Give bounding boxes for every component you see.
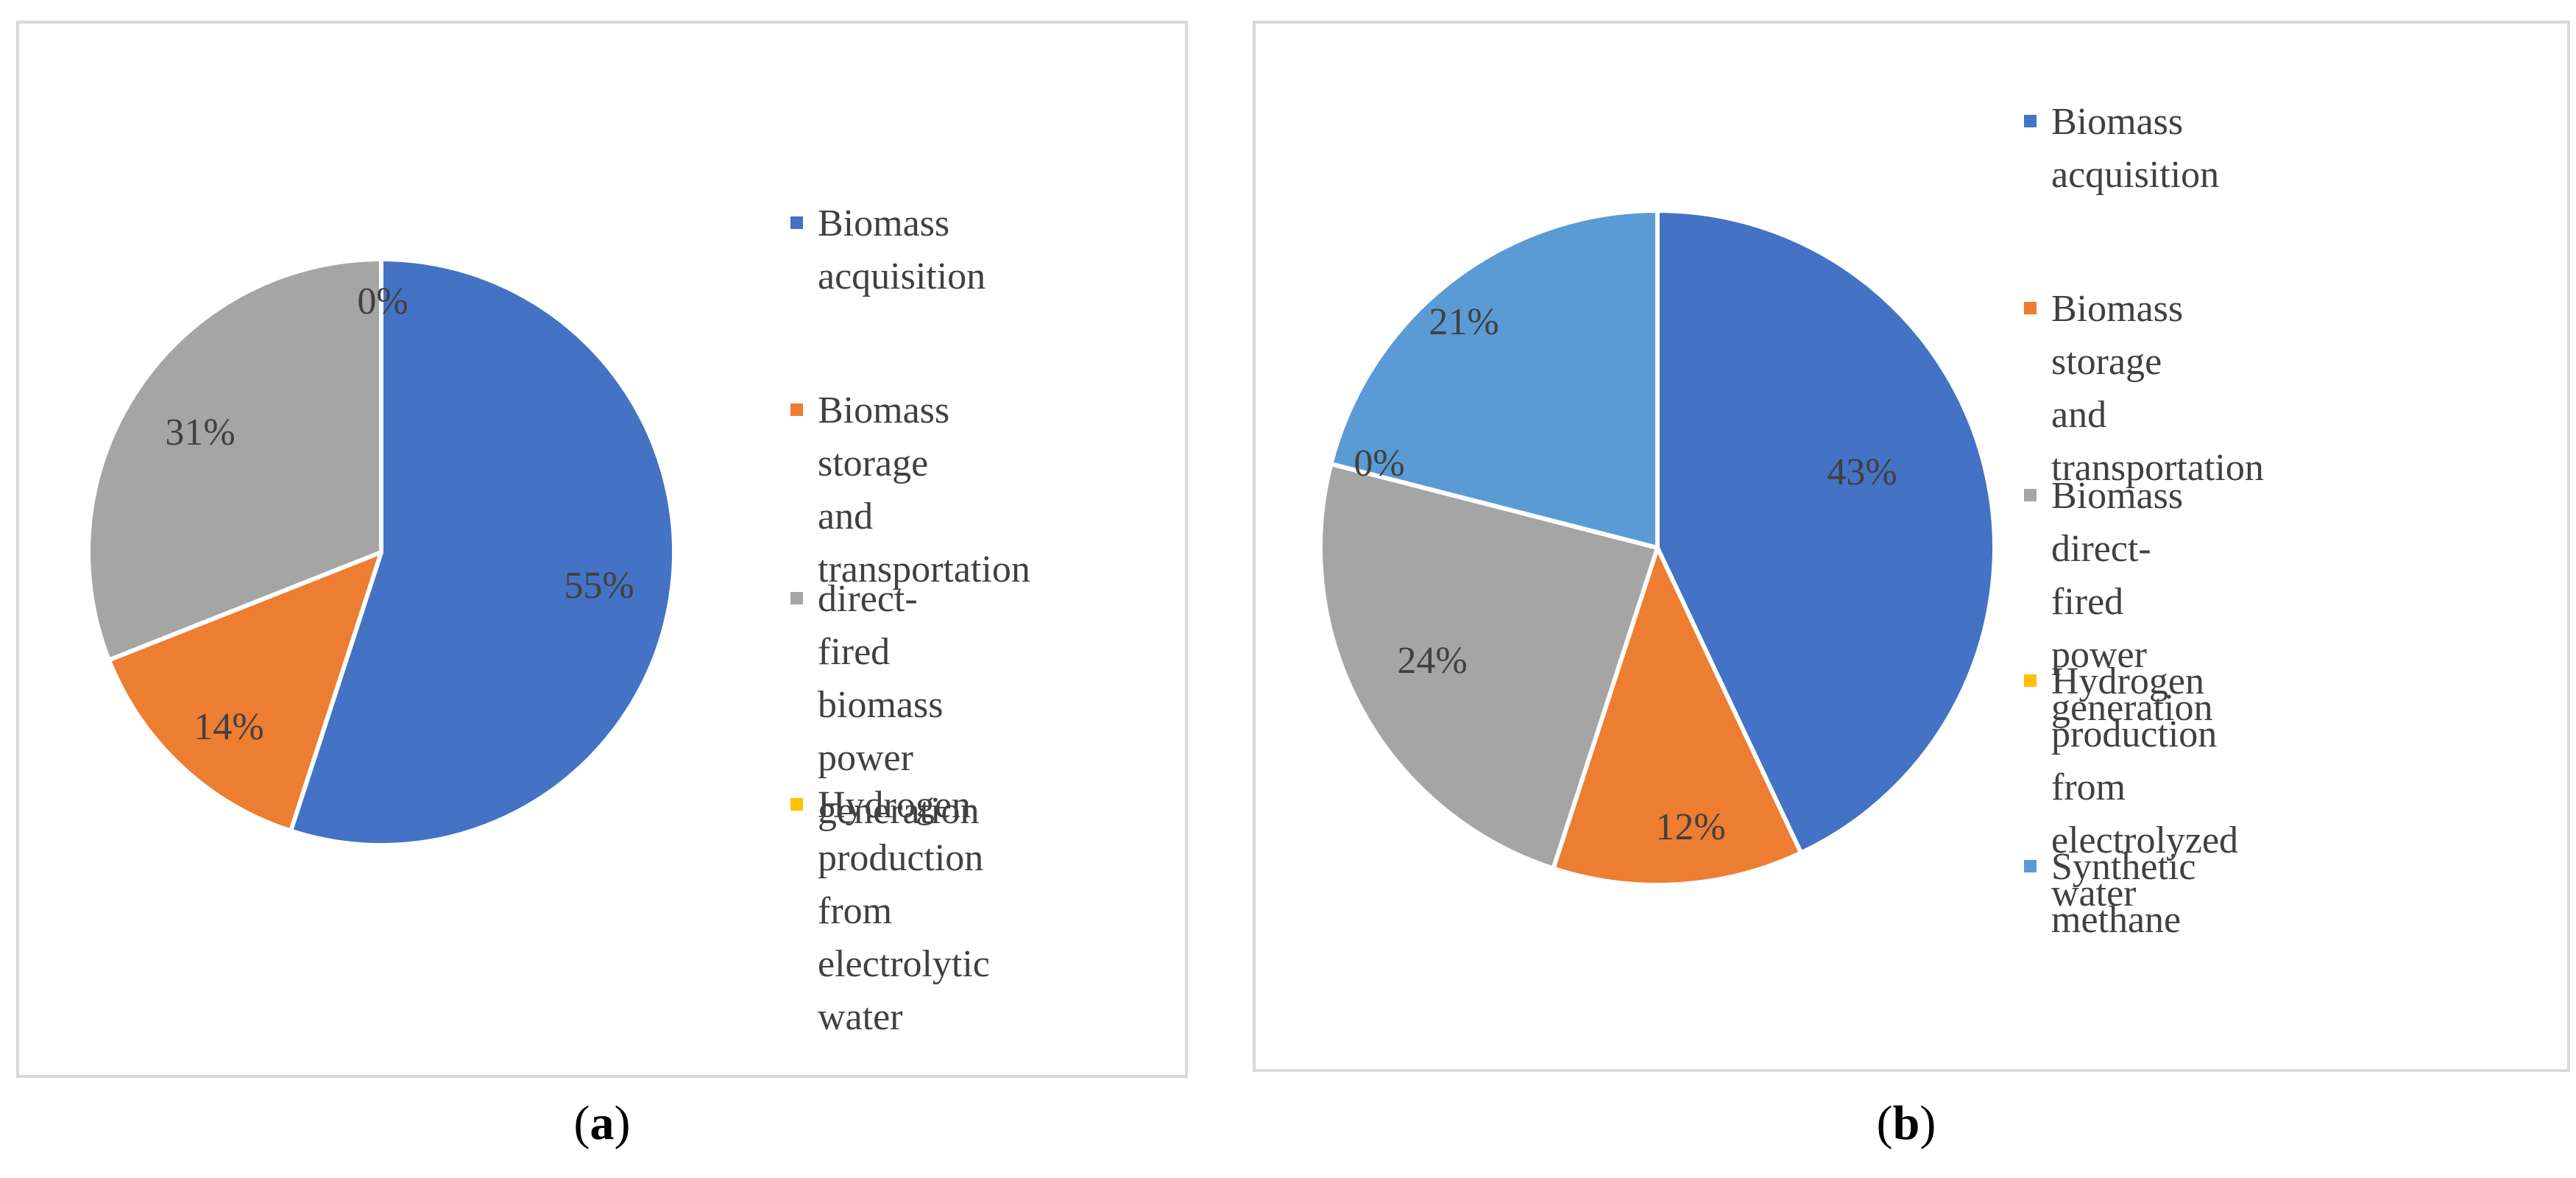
- legend-label: Biomass acquisition: [818, 202, 986, 297]
- pie-slice: [106, 550, 383, 833]
- legend-entry-b-biomass-storage: Biomass storage and transportation: [2024, 283, 2264, 495]
- legend-label: direct-fired biomass power generation: [818, 578, 980, 832]
- caption-b: (b): [1876, 1096, 1936, 1150]
- legend-label: Hydrogen production from electrolytic wa…: [818, 784, 990, 1038]
- pie-data-label: 31%: [165, 412, 235, 454]
- legend-swatch: [2024, 860, 2037, 872]
- caption-letter: a: [590, 1096, 615, 1150]
- pie-data-label: 55%: [564, 565, 634, 607]
- caption-letter: b: [1892, 1096, 1920, 1150]
- legend-swatch: [790, 592, 803, 604]
- pie-chart-a: 55% 14% 31% 0%: [86, 257, 676, 847]
- pie-data-label: 14%: [194, 706, 263, 748]
- legend-swatch: [2024, 115, 2037, 127]
- legend-entry-b-synthetic-methane: Synthetic methane: [2024, 841, 2195, 947]
- legend-entry-a-biomass-storage: Biomass storage and transportation: [790, 384, 1030, 596]
- pie-data-label: 0%: [357, 281, 408, 322]
- pie-data-label: 24%: [1397, 640, 1467, 682]
- legend-label: Biomass direct-fired power generation: [2051, 475, 2213, 729]
- legend-swatch: [790, 798, 803, 811]
- legend-swatch: [2024, 674, 2037, 687]
- pie-data-label: 43%: [1827, 451, 1897, 493]
- legend-swatch: [2024, 302, 2037, 314]
- pie-slice: [1655, 208, 1997, 856]
- legend-label: Biomass storage and transportation: [2051, 288, 2264, 489]
- pie-data-label: 12%: [1655, 806, 1725, 848]
- legend-swatch: [2024, 489, 2037, 501]
- caption-a: (a): [573, 1096, 631, 1150]
- legend-swatch: [790, 216, 803, 229]
- legend-label: Biomass acquisition: [2051, 101, 2220, 196]
- legend-entry-a-hydrogen: Hydrogen production from electrolytic wa…: [790, 779, 990, 1044]
- legend-label: Hydrogen production from electrolyzed wa…: [2051, 660, 2239, 914]
- pie-data-label: 21%: [1429, 301, 1498, 343]
- pie-data-label: 0%: [1354, 442, 1404, 484]
- pie-slice: [289, 257, 676, 847]
- chart-panel-b: 43% 12% 24% 0% 21% Biomass acquisition Bioma…: [1253, 21, 2570, 1072]
- legend-entry-b-biomass-acquisition: Biomass acquisition: [2024, 96, 2219, 202]
- pie-chart-b: 43% 12% 24% 0% 21%: [1318, 208, 1997, 887]
- pie-slice: [86, 257, 383, 663]
- legend-label: Biomass storage and transportation: [818, 389, 1030, 590]
- pie-slice: [1328, 208, 1660, 550]
- legend-entry-a-direct-fired: direct-fired biomass power generation: [790, 573, 979, 838]
- legend-label: Synthetic methane: [2051, 846, 2196, 941]
- legend-swatch: [790, 403, 803, 416]
- pie-slice: [1551, 546, 1804, 887]
- pie-slice: [1318, 462, 1660, 871]
- legend-entry-b-hydrogen: Hydrogen production from electrolyzed wa…: [2024, 655, 2238, 920]
- legend-entry-a-biomass-acquisition: Biomass acquisition: [790, 197, 986, 303]
- legend-entry-b-direct-fired: Biomass direct-fired power generation: [2024, 470, 2212, 735]
- chart-panel-a: 55% 14% 31% 0% Biomass acquisition Biomass …: [16, 21, 1188, 1078]
